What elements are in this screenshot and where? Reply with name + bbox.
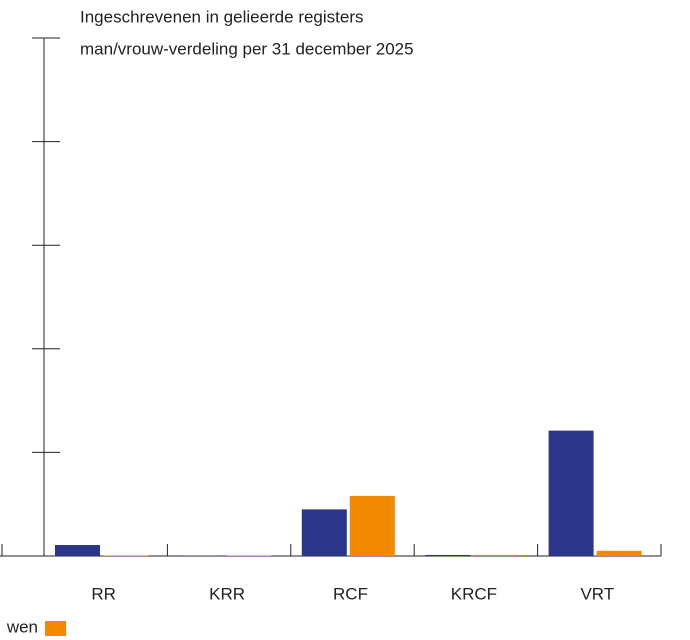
x-tick-label: RR [91,584,116,603]
bar [301,509,347,556]
x-tick-label: VRT [580,584,614,603]
x-tick-label: KRR [209,584,245,603]
chart-title: Ingeschrevenen in gelieerde registers [80,7,364,26]
bar [596,550,642,556]
bar [548,430,594,556]
legend-label: wen [6,617,38,636]
bar [425,554,471,556]
bar [349,495,395,556]
x-tick-label: KRCF [451,584,497,603]
bar [473,554,519,556]
bar [178,555,224,556]
legend-swatch [45,621,66,636]
x-tick-label: RCF [333,584,368,603]
bar [103,555,148,556]
bar [55,545,100,556]
bar [226,555,272,556]
chart-subtitle: man/vrouw-verdeling per 31 december 2025 [80,39,414,58]
